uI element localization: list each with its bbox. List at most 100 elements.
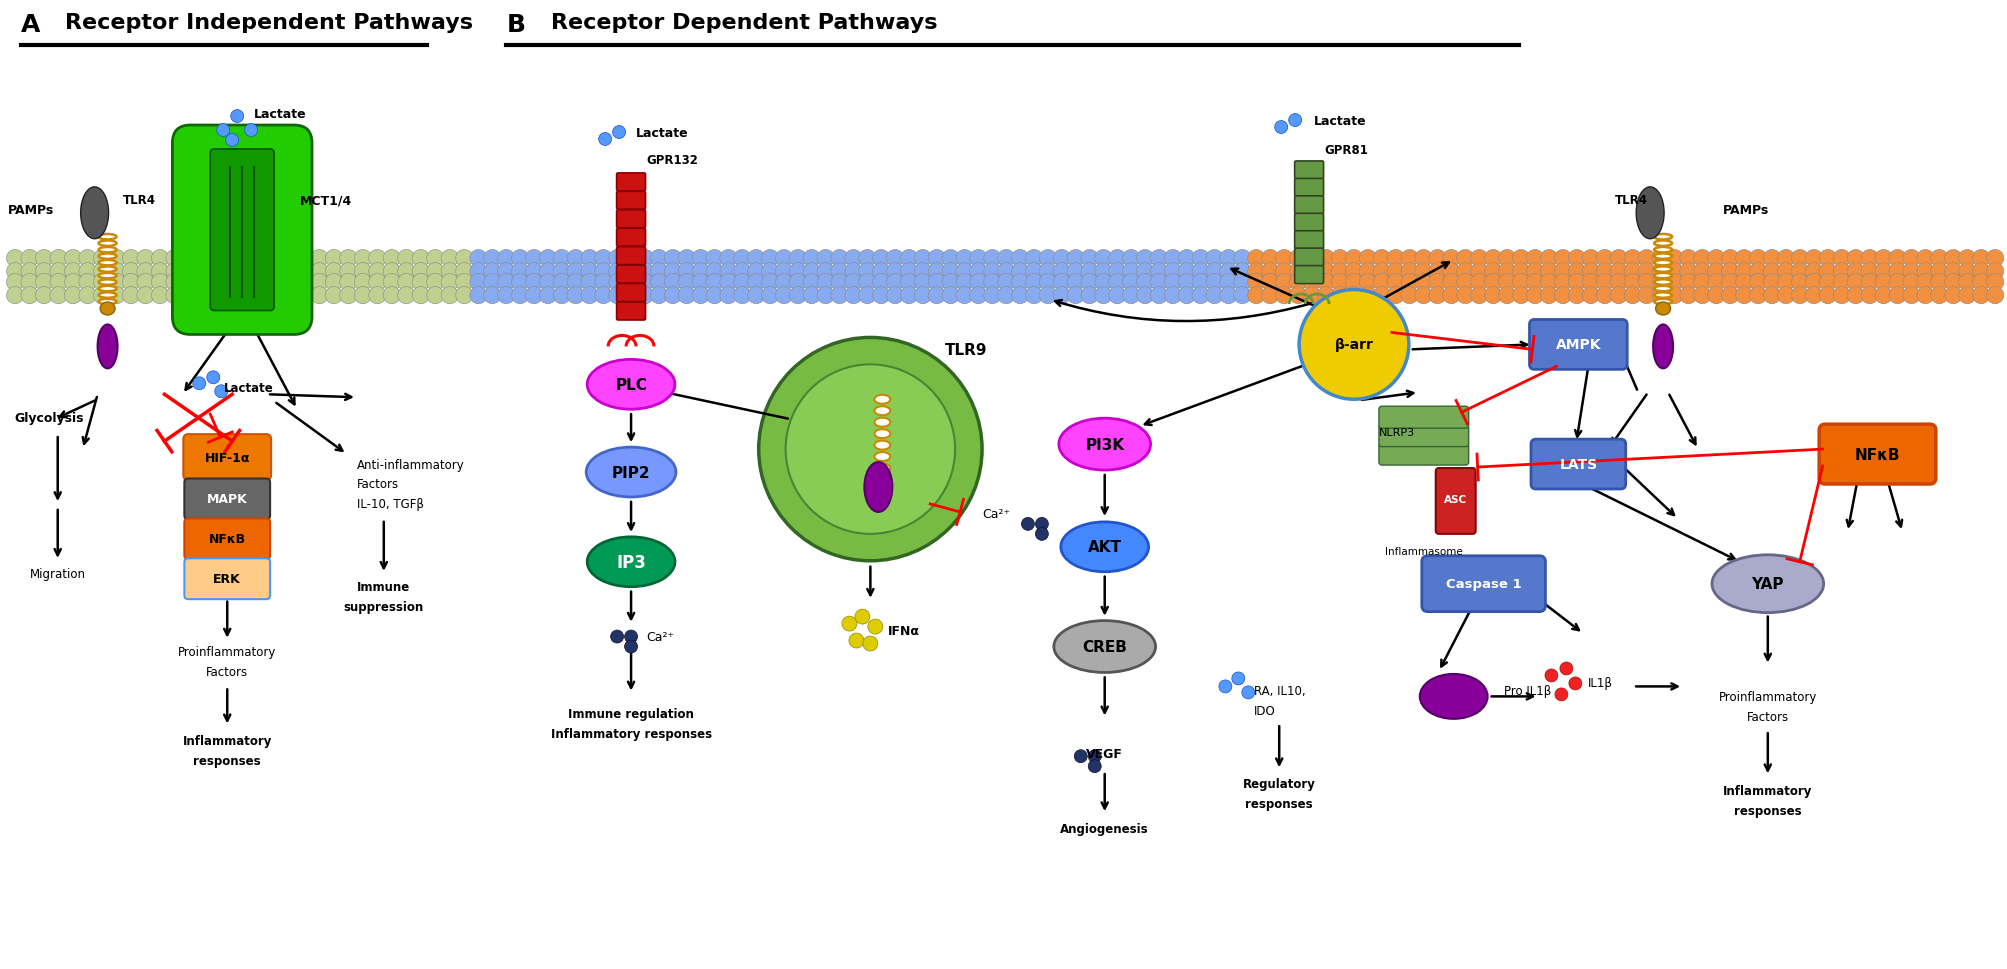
Text: Lactate: Lactate: [636, 126, 688, 140]
Ellipse shape: [98, 267, 116, 272]
Circle shape: [1387, 264, 1403, 281]
Circle shape: [1762, 250, 1780, 267]
Circle shape: [789, 287, 807, 304]
Text: IFNα: IFNα: [887, 624, 919, 638]
Circle shape: [245, 124, 257, 138]
Circle shape: [136, 287, 155, 304]
Circle shape: [1373, 250, 1389, 267]
Circle shape: [706, 287, 723, 304]
Circle shape: [1985, 250, 2003, 267]
Ellipse shape: [873, 476, 889, 484]
Circle shape: [1943, 250, 1961, 267]
Circle shape: [281, 250, 299, 267]
Circle shape: [325, 274, 343, 292]
Circle shape: [622, 287, 640, 304]
Ellipse shape: [1654, 261, 1672, 266]
Circle shape: [1776, 250, 1794, 267]
Circle shape: [1971, 264, 1989, 281]
Circle shape: [1094, 250, 1112, 267]
Circle shape: [1846, 287, 1862, 304]
Circle shape: [1957, 264, 1975, 281]
Circle shape: [108, 250, 124, 267]
FancyBboxPatch shape: [1295, 232, 1323, 249]
Circle shape: [1415, 264, 1431, 281]
Circle shape: [122, 274, 140, 292]
Circle shape: [733, 274, 751, 292]
Circle shape: [195, 274, 213, 292]
Circle shape: [1455, 287, 1473, 304]
Circle shape: [442, 274, 458, 292]
Circle shape: [1846, 264, 1862, 281]
Ellipse shape: [1654, 273, 1672, 279]
Circle shape: [325, 250, 343, 267]
Circle shape: [1331, 274, 1349, 292]
Text: PAMPs: PAMPs: [1722, 204, 1768, 217]
Circle shape: [1582, 264, 1600, 281]
Ellipse shape: [873, 453, 889, 461]
Circle shape: [108, 264, 124, 281]
Circle shape: [1178, 264, 1194, 281]
Ellipse shape: [1058, 419, 1150, 471]
Circle shape: [1040, 287, 1056, 304]
Circle shape: [1943, 274, 1961, 292]
Circle shape: [664, 264, 680, 281]
Circle shape: [997, 287, 1014, 304]
Circle shape: [64, 264, 82, 281]
Circle shape: [1610, 274, 1626, 292]
Circle shape: [1567, 287, 1586, 304]
Circle shape: [1889, 264, 1905, 281]
Circle shape: [566, 250, 584, 267]
Circle shape: [733, 287, 751, 304]
Circle shape: [1596, 264, 1612, 281]
Circle shape: [383, 274, 399, 292]
Circle shape: [1415, 287, 1431, 304]
Circle shape: [1012, 287, 1028, 304]
Circle shape: [1240, 686, 1254, 700]
FancyBboxPatch shape: [1421, 556, 1545, 612]
Circle shape: [397, 287, 415, 304]
Circle shape: [1917, 287, 1933, 304]
Circle shape: [1971, 287, 1989, 304]
Circle shape: [36, 274, 52, 292]
Circle shape: [50, 250, 66, 267]
Circle shape: [1567, 264, 1586, 281]
Circle shape: [664, 250, 680, 267]
Circle shape: [1762, 287, 1780, 304]
Circle shape: [789, 274, 807, 292]
Circle shape: [253, 264, 269, 281]
Text: PAMPs: PAMPs: [8, 204, 54, 217]
Circle shape: [122, 264, 140, 281]
Text: Glycolysis: Glycolysis: [14, 411, 84, 424]
Circle shape: [1080, 250, 1098, 267]
Circle shape: [411, 264, 429, 281]
Circle shape: [1790, 287, 1808, 304]
Circle shape: [1303, 287, 1321, 304]
Circle shape: [6, 287, 24, 304]
Circle shape: [1596, 287, 1612, 304]
Circle shape: [1957, 274, 1975, 292]
Text: IL-10, TGFβ: IL-10, TGFβ: [357, 498, 423, 511]
Circle shape: [181, 250, 197, 267]
Circle shape: [678, 274, 694, 292]
Circle shape: [1832, 264, 1850, 281]
Circle shape: [1218, 264, 1236, 281]
Circle shape: [1012, 264, 1028, 281]
Circle shape: [1957, 250, 1975, 267]
Circle shape: [941, 287, 959, 304]
Circle shape: [456, 264, 474, 281]
Circle shape: [594, 264, 612, 281]
Circle shape: [1666, 287, 1682, 304]
Circle shape: [1094, 274, 1112, 292]
Circle shape: [1525, 274, 1543, 292]
Circle shape: [484, 287, 500, 304]
Circle shape: [1150, 264, 1166, 281]
Circle shape: [552, 287, 570, 304]
Circle shape: [1288, 114, 1301, 127]
Circle shape: [311, 274, 327, 292]
Circle shape: [1985, 264, 2003, 281]
Circle shape: [1694, 264, 1710, 281]
FancyBboxPatch shape: [173, 126, 311, 335]
Circle shape: [1666, 264, 1682, 281]
Circle shape: [831, 274, 847, 292]
Circle shape: [195, 264, 213, 281]
